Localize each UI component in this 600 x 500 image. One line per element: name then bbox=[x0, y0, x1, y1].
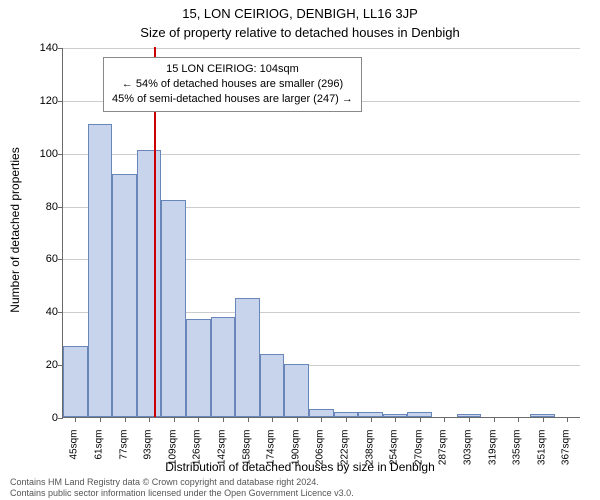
histogram-bar bbox=[63, 346, 88, 417]
x-tick bbox=[518, 417, 519, 422]
x-tick-label: 158sqm bbox=[241, 430, 252, 470]
x-tick-label: 319sqm bbox=[487, 430, 498, 470]
y-tick-label: 80 bbox=[28, 201, 58, 213]
gridline bbox=[63, 48, 580, 49]
y-tick bbox=[58, 207, 63, 208]
x-tick bbox=[420, 417, 421, 422]
y-tick bbox=[58, 418, 63, 419]
histogram-bar bbox=[161, 200, 186, 417]
x-tick bbox=[174, 417, 175, 422]
x-tick-label: 126sqm bbox=[192, 430, 203, 470]
infobox-line: ← 54% of detached houses are smaller (29… bbox=[112, 77, 353, 92]
x-tick bbox=[149, 417, 150, 422]
page-subtitle: Size of property relative to detached ho… bbox=[0, 21, 600, 40]
chart-plot-area: 15 LON CEIRIOG: 104sqm← 54% of detached … bbox=[62, 48, 580, 418]
y-tick-label: 20 bbox=[28, 359, 58, 371]
y-tick bbox=[58, 101, 63, 102]
x-tick-label: 367sqm bbox=[561, 430, 572, 470]
y-tick bbox=[58, 48, 63, 49]
histogram-bar bbox=[309, 409, 334, 417]
histogram-bar bbox=[137, 150, 162, 417]
footer-line-1: Contains HM Land Registry data © Crown c… bbox=[10, 477, 354, 487]
y-tick-label: 100 bbox=[28, 148, 58, 160]
x-tick-label: 45sqm bbox=[69, 430, 80, 470]
x-tick bbox=[297, 417, 298, 422]
infobox-line: 15 LON CEIRIOG: 104sqm bbox=[112, 62, 353, 77]
histogram-bar bbox=[112, 174, 137, 417]
histogram-bar bbox=[88, 124, 113, 417]
x-tick bbox=[75, 417, 76, 422]
footer-line-2: Contains public sector information licen… bbox=[10, 488, 354, 498]
x-tick-label: 61sqm bbox=[93, 430, 104, 470]
x-tick-label: 206sqm bbox=[315, 430, 326, 470]
x-tick bbox=[494, 417, 495, 422]
y-tick bbox=[58, 154, 63, 155]
property-info-box: 15 LON CEIRIOG: 104sqm← 54% of detached … bbox=[103, 57, 362, 112]
x-tick-label: 109sqm bbox=[167, 430, 178, 470]
histogram-bar bbox=[186, 319, 211, 417]
x-tick bbox=[100, 417, 101, 422]
y-tick-label: 60 bbox=[28, 253, 58, 265]
x-tick-label: 287sqm bbox=[438, 430, 449, 470]
x-tick bbox=[125, 417, 126, 422]
page-title: 15, LON CEIRIOG, DENBIGH, LL16 3JP bbox=[0, 0, 600, 21]
y-tick bbox=[58, 259, 63, 260]
x-tick bbox=[543, 417, 544, 422]
y-tick bbox=[58, 312, 63, 313]
x-tick-label: 142sqm bbox=[216, 430, 227, 470]
x-tick bbox=[346, 417, 347, 422]
x-tick bbox=[371, 417, 372, 422]
x-tick-label: 222sqm bbox=[339, 430, 350, 470]
x-tick-label: 174sqm bbox=[266, 430, 277, 470]
x-tick bbox=[567, 417, 568, 422]
x-tick-label: 270sqm bbox=[413, 430, 424, 470]
y-tick-label: 0 bbox=[28, 412, 58, 424]
histogram-bar bbox=[211, 317, 236, 417]
x-tick-label: 254sqm bbox=[389, 430, 400, 470]
x-tick bbox=[395, 417, 396, 422]
histogram-bar bbox=[284, 364, 309, 417]
footer-attribution: Contains HM Land Registry data © Crown c… bbox=[10, 477, 354, 498]
x-tick-label: 351sqm bbox=[536, 430, 547, 470]
x-tick-label: 190sqm bbox=[290, 430, 301, 470]
x-tick-label: 303sqm bbox=[462, 430, 473, 470]
x-tick bbox=[248, 417, 249, 422]
y-tick-label: 40 bbox=[28, 306, 58, 318]
x-tick bbox=[321, 417, 322, 422]
x-tick-label: 93sqm bbox=[143, 430, 154, 470]
x-tick-label: 335sqm bbox=[512, 430, 523, 470]
x-tick bbox=[223, 417, 224, 422]
histogram-bar bbox=[260, 354, 285, 417]
y-tick-label: 120 bbox=[28, 95, 58, 107]
x-tick bbox=[198, 417, 199, 422]
x-tick bbox=[444, 417, 445, 422]
x-tick bbox=[469, 417, 470, 422]
histogram-bar bbox=[235, 298, 260, 417]
y-tick-label: 140 bbox=[28, 42, 58, 54]
x-tick bbox=[272, 417, 273, 422]
infobox-line: 45% of semi-detached houses are larger (… bbox=[112, 92, 353, 107]
y-axis-label: Number of detached properties bbox=[8, 147, 22, 312]
x-tick-label: 238sqm bbox=[364, 430, 375, 470]
x-tick-label: 77sqm bbox=[118, 430, 129, 470]
